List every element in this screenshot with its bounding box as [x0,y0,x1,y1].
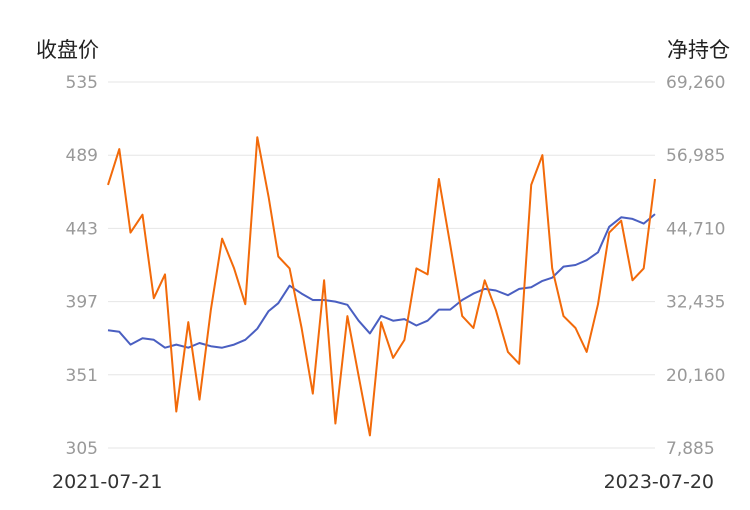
y-right-tick-label: 20,160 [666,366,725,386]
x-tick-label-end: 2023-07-20 [604,471,714,493]
y-left-tick-label: 351 [66,366,98,386]
y-left-tick-label: 305 [66,439,98,459]
y-left-tick-label: 443 [66,219,98,239]
y-left-tick-label: 489 [66,146,98,166]
series-line-price [107,213,656,349]
y-right-tick-label: 32,435 [666,293,725,313]
y-right-tick-label: 69,260 [666,73,725,93]
y-right-tick-label: 56,985 [666,146,725,166]
y-left-title: 收盘价 [36,38,99,62]
y-left-tick-label: 535 [66,73,98,93]
y-right-title: 净持仓 [667,38,730,62]
x-tick-label-start: 2021-07-21 [52,471,162,493]
y-left-tick-label: 397 [66,293,98,313]
y-right-tick-label: 7,885 [666,439,715,459]
series-line-net-position [107,136,656,437]
y-right-tick-label: 44,710 [666,219,725,239]
